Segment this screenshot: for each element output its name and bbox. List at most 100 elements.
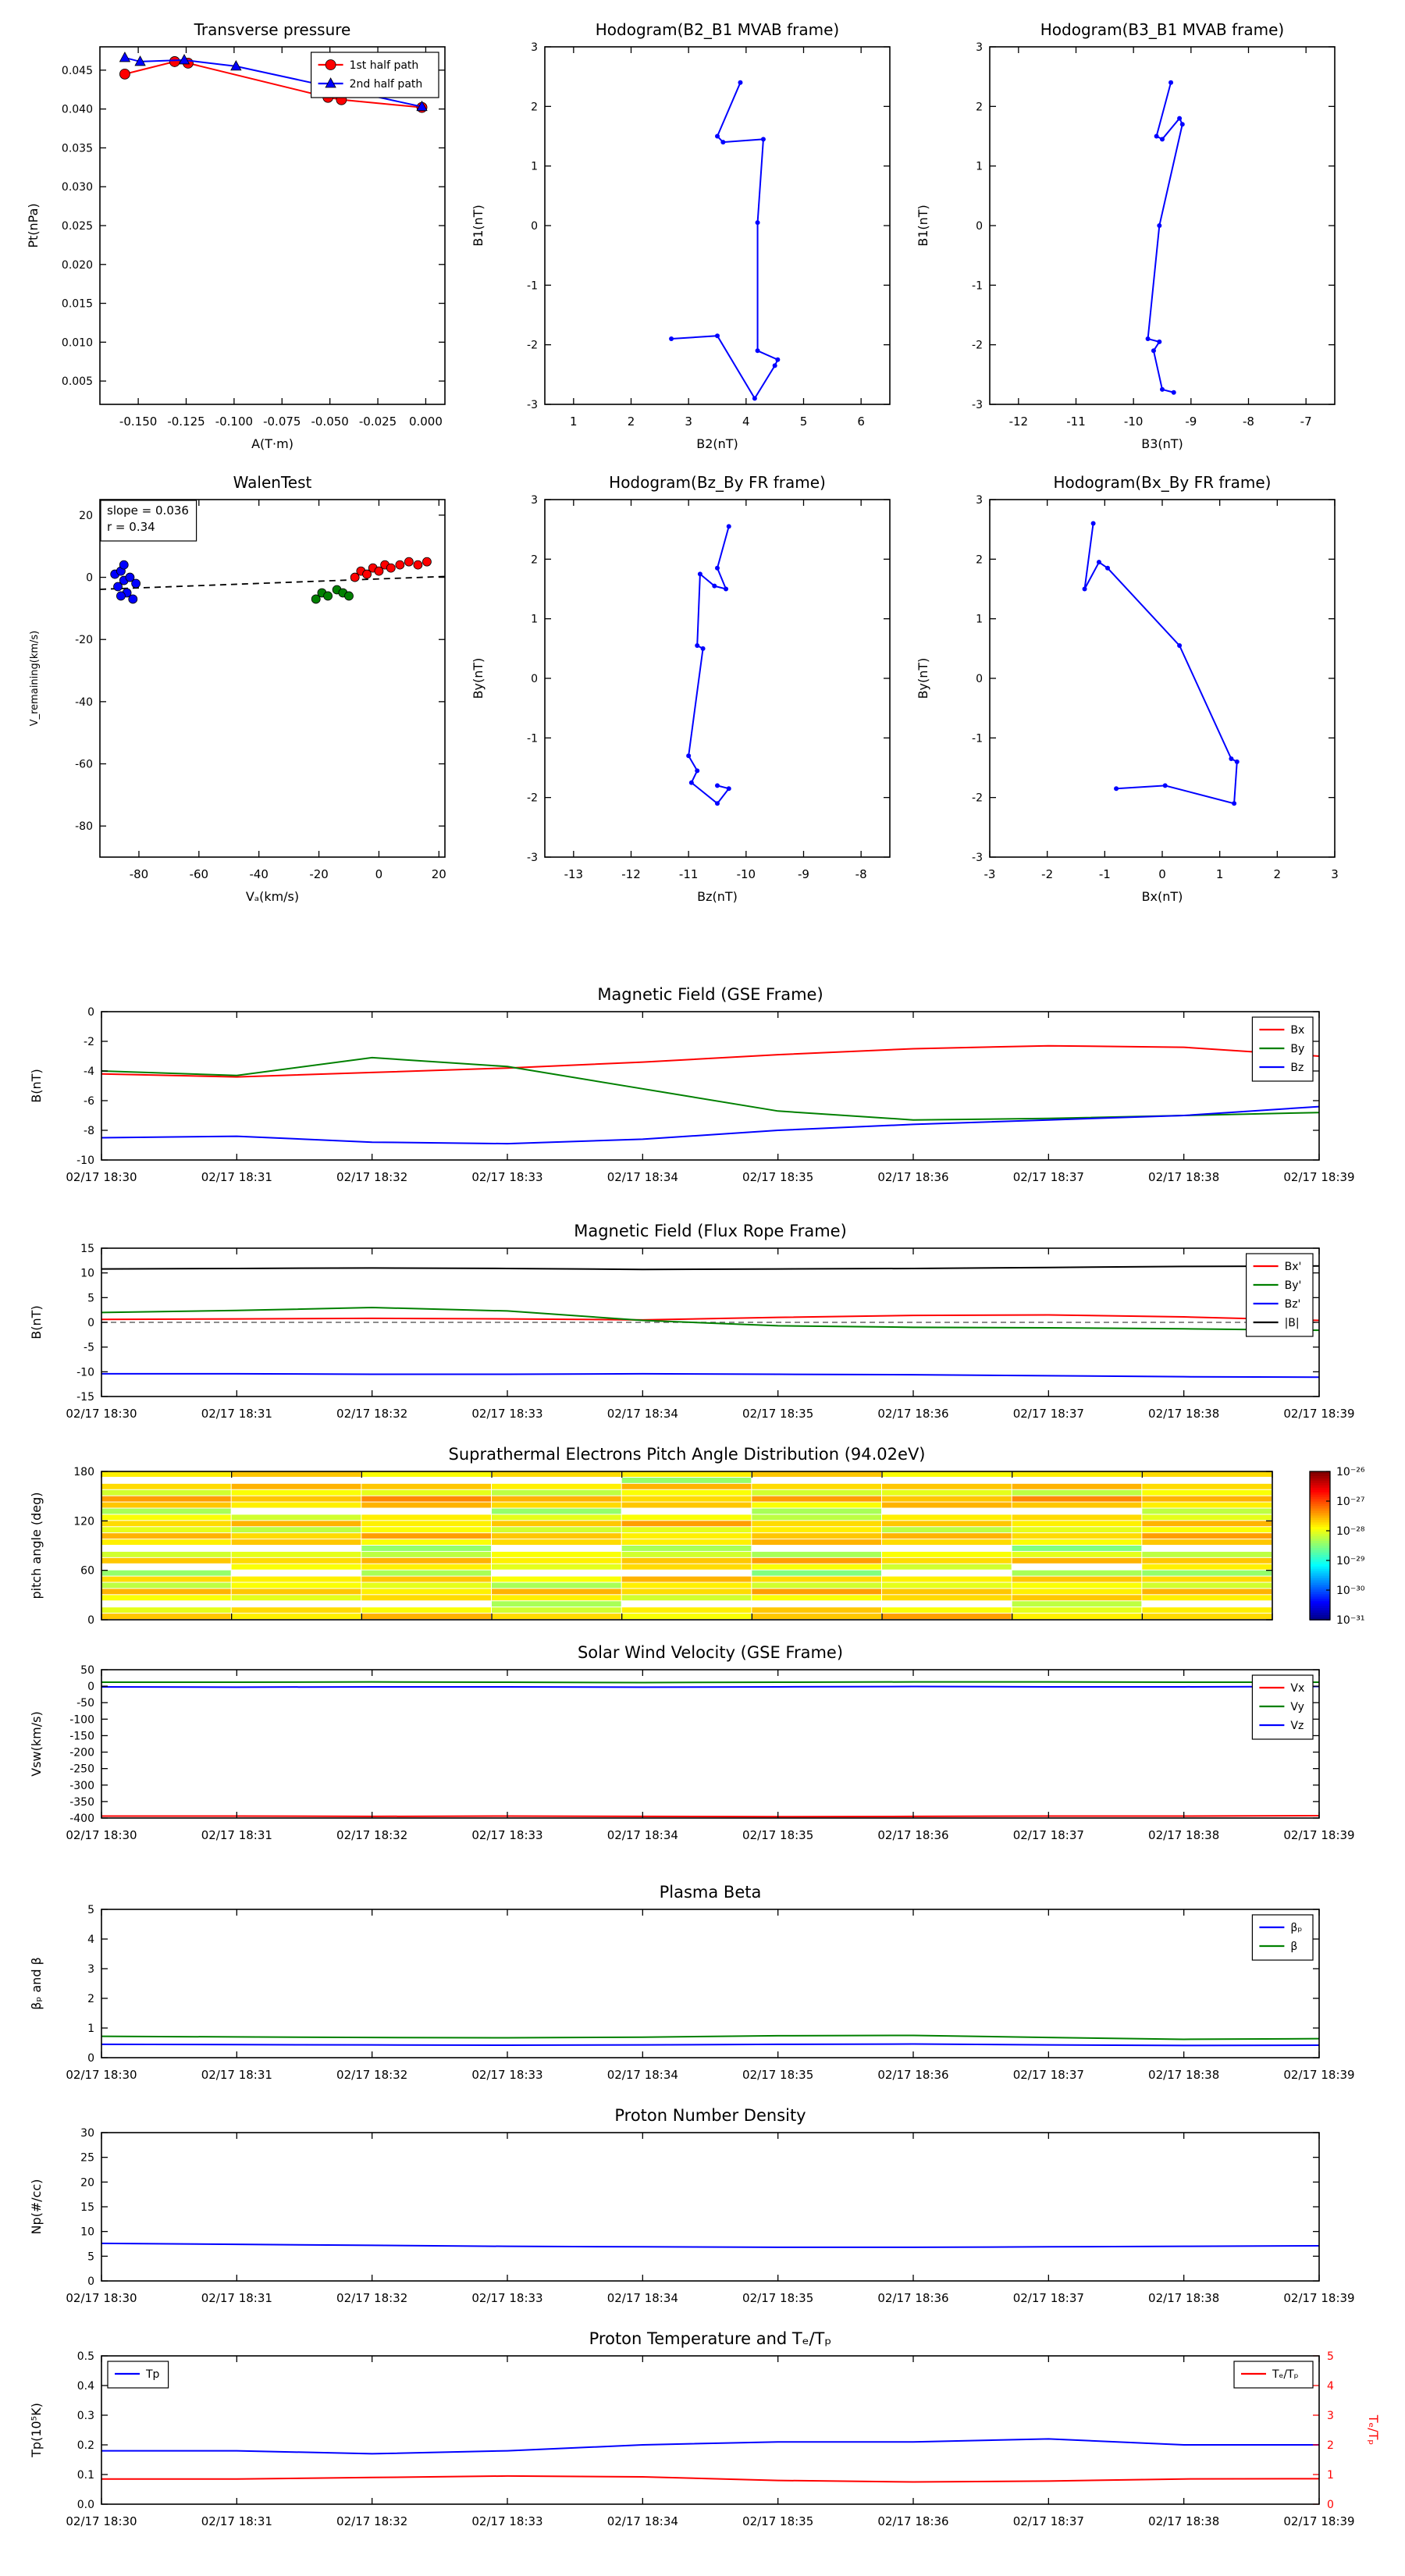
svg-text:By: By	[1290, 1043, 1304, 1055]
svg-text:02/17 18:31: 02/17 18:31	[201, 2291, 272, 2305]
svg-text:-0.075: -0.075	[263, 415, 301, 429]
svg-text:5: 5	[800, 415, 808, 429]
svg-text:4: 4	[87, 1934, 94, 1946]
svg-text:3: 3	[685, 415, 692, 429]
svg-text:02/17 18:36: 02/17 18:36	[877, 1828, 948, 1842]
svg-text:Vx: Vx	[1290, 1682, 1304, 1695]
svg-text:WalenTest: WalenTest	[233, 473, 312, 492]
svg-text:Tp: Tp	[145, 2368, 160, 2381]
svg-hodo-b2b1: 1 2 3 4 5 6 -3 -2 -1 0 1 2 3 Hodogram(B2_B1 MVAB fram…	[471, 20, 891, 451]
svg-text:-5: -5	[84, 1342, 94, 1354]
svg-text:02/17 18:39: 02/17 18:39	[1283, 1828, 1354, 1842]
svg-text:02/17 18:37: 02/17 18:37	[1013, 2291, 1084, 2305]
svg-text:02/17 18:34: 02/17 18:34	[607, 2068, 678, 2082]
svg-mag-gse: 02/17 18:30 02/17 18:31 02/17 18:32 02/17 1…	[29, 985, 1355, 1184]
svg-text:02/17 18:34: 02/17 18:34	[607, 2514, 678, 2528]
svg-text:02/17 18:33: 02/17 18:33	[471, 1407, 542, 1421]
svg-text:02/17 18:33: 02/17 18:33	[471, 2291, 542, 2305]
svg-text:B2(nT): B2(nT)	[696, 436, 738, 451]
svg-text:4: 4	[742, 415, 750, 429]
svg-text:02/17 18:31: 02/17 18:31	[201, 1407, 272, 1421]
svg-text:2: 2	[976, 553, 983, 566]
svg-text:20: 20	[79, 510, 93, 522]
svg-text:02/17 18:38: 02/17 18:38	[1148, 1407, 1219, 1421]
svg-text:-60: -60	[75, 759, 93, 771]
svg-text:02/17 18:35: 02/17 18:35	[742, 2514, 813, 2528]
svg-text:0: 0	[87, 1006, 94, 1019]
svg-text:-1: -1	[1099, 867, 1111, 881]
svg-text:-2: -2	[1041, 867, 1053, 881]
svg-text:0.025: 0.025	[62, 220, 93, 233]
svg-text:10⁻³¹: 10⁻³¹	[1336, 1614, 1364, 1627]
svg-text:-15: -15	[76, 1391, 94, 1404]
svg-walen: -80 -60 -40 -20 0 20 20 0 -20 -40 -60 -80 WalenTest V…	[29, 473, 446, 904]
svg-text:0.010: 0.010	[62, 336, 93, 349]
svg-text:0: 0	[87, 1614, 94, 1627]
svg-text:02/17 18:31: 02/17 18:31	[201, 2514, 272, 2528]
svg-text:-2: -2	[972, 340, 983, 352]
svg-text:0.1: 0.1	[77, 2469, 94, 2482]
svg-text:0: 0	[1327, 2499, 1334, 2511]
svg-text:Vₐ(km/s): Vₐ(km/s)	[246, 889, 299, 904]
svg-text:V_remaining(km/s): V_remaining(km/s)	[29, 631, 41, 727]
svg-text:-6: -6	[84, 1095, 94, 1108]
svg-text:10⁻²⁷: 10⁻²⁷	[1336, 1496, 1364, 1508]
svg-text:02/17 18:30: 02/17 18:30	[66, 1407, 137, 1421]
svg-text:0.5: 0.5	[77, 2350, 94, 2363]
svg-text:1: 1	[570, 415, 578, 429]
svg-text:Bx(nT): Bx(nT)	[1142, 889, 1183, 904]
svg-text:4: 4	[1327, 2380, 1334, 2393]
svg-text:-0.050: -0.050	[311, 415, 348, 429]
svg-text:Tₑ/Tₚ: Tₑ/Tₚ	[1272, 2368, 1299, 2381]
svg-text:02/17 18:35: 02/17 18:35	[742, 1170, 813, 1184]
chart-plasma-beta: 02/17 18:30 02/17 18:31 02/17 18:32 02/17 1…	[16, 1870, 1389, 2108]
svg-text:3: 3	[976, 41, 983, 54]
svg-text:Bz(nT): Bz(nT)	[697, 889, 738, 904]
svg-text:10: 10	[80, 1268, 94, 1280]
svg-text:-350: -350	[69, 1796, 94, 1809]
svg-text:-11: -11	[1066, 415, 1086, 429]
svg-text:15: 15	[80, 1243, 94, 1255]
svg-text:0: 0	[375, 867, 383, 881]
svg-text:-250: -250	[69, 1763, 94, 1776]
svg-text:βₚ: βₚ	[1290, 1922, 1302, 1934]
svg-text:-3: -3	[527, 399, 538, 411]
svg-text:02/17 18:36: 02/17 18:36	[877, 2068, 948, 2082]
svg-text:Hodogram(Bz_By FR frame): Hodogram(Bz_By FR frame)	[609, 473, 826, 492]
svg-text:02/17 18:38: 02/17 18:38	[1148, 1170, 1219, 1184]
svg-text:A(T·m): A(T·m)	[251, 436, 293, 451]
svg-text:02/17 18:37: 02/17 18:37	[1013, 1828, 1084, 1842]
svg-text:pitch angle (deg): pitch angle (deg)	[29, 1492, 44, 1599]
svg-text:-2: -2	[527, 340, 538, 352]
svg-text:1: 1	[976, 614, 983, 626]
svg-text:-3: -3	[527, 852, 538, 864]
svg-text:Tₑ/Tₚ: Tₑ/Tₚ	[1366, 2414, 1381, 2445]
svg-text:-10: -10	[76, 1155, 94, 1167]
svg-text:-0.100: -0.100	[215, 415, 253, 429]
svg-text:02/17 18:37: 02/17 18:37	[1013, 2068, 1084, 2082]
svg-text:02/17 18:39: 02/17 18:39	[1283, 2291, 1354, 2305]
chart-magnetic-field-flux-rope: 02/17 18:30 02/17 18:31 02/17 18:32 02/17 1…	[16, 1209, 1389, 1447]
svg-text:15: 15	[80, 2201, 94, 2214]
chart-magnetic-field-gse: 02/17 18:30 02/17 18:31 02/17 18:32 02/17 1…	[16, 973, 1389, 1211]
svg-text:β: β	[1290, 1941, 1297, 1953]
svg-text:02/17 18:32: 02/17 18:32	[336, 1170, 407, 1184]
svg-text:02/17 18:33: 02/17 18:33	[471, 1828, 542, 1842]
svg-text:5: 5	[1327, 2350, 1334, 2363]
svg-text:Bx': Bx'	[1285, 1261, 1302, 1273]
svg-text:02/17 18:39: 02/17 18:39	[1283, 2068, 1354, 2082]
chart-proton-number-density: 02/17 18:30 02/17 18:31 02/17 18:32 02/17 1…	[16, 2094, 1389, 2332]
svg-text:|B|: |B|	[1285, 1317, 1300, 1329]
svg-text:5: 5	[87, 1904, 94, 1916]
svg-text:02/17 18:37: 02/17 18:37	[1013, 2514, 1084, 2528]
svg-hodo-bxby: -3 -2 -1 0 1 2 3 -3 -2 -1 0 1 2 3 Hodogram(Bx_By FR fr…	[916, 473, 1339, 904]
svg-text:-1: -1	[972, 732, 983, 745]
svg-text:10: 10	[80, 2226, 94, 2239]
svg-text:-12: -12	[1009, 415, 1029, 429]
svg-text:-11: -11	[679, 867, 699, 881]
svg-text:02/17 18:32: 02/17 18:32	[336, 2291, 407, 2305]
svg-text:Bz: Bz	[1290, 1062, 1304, 1074]
svg-text:3: 3	[1327, 2410, 1334, 2422]
svg-text:120: 120	[73, 1515, 94, 1528]
svg-text:02/17 18:38: 02/17 18:38	[1148, 2291, 1219, 2305]
